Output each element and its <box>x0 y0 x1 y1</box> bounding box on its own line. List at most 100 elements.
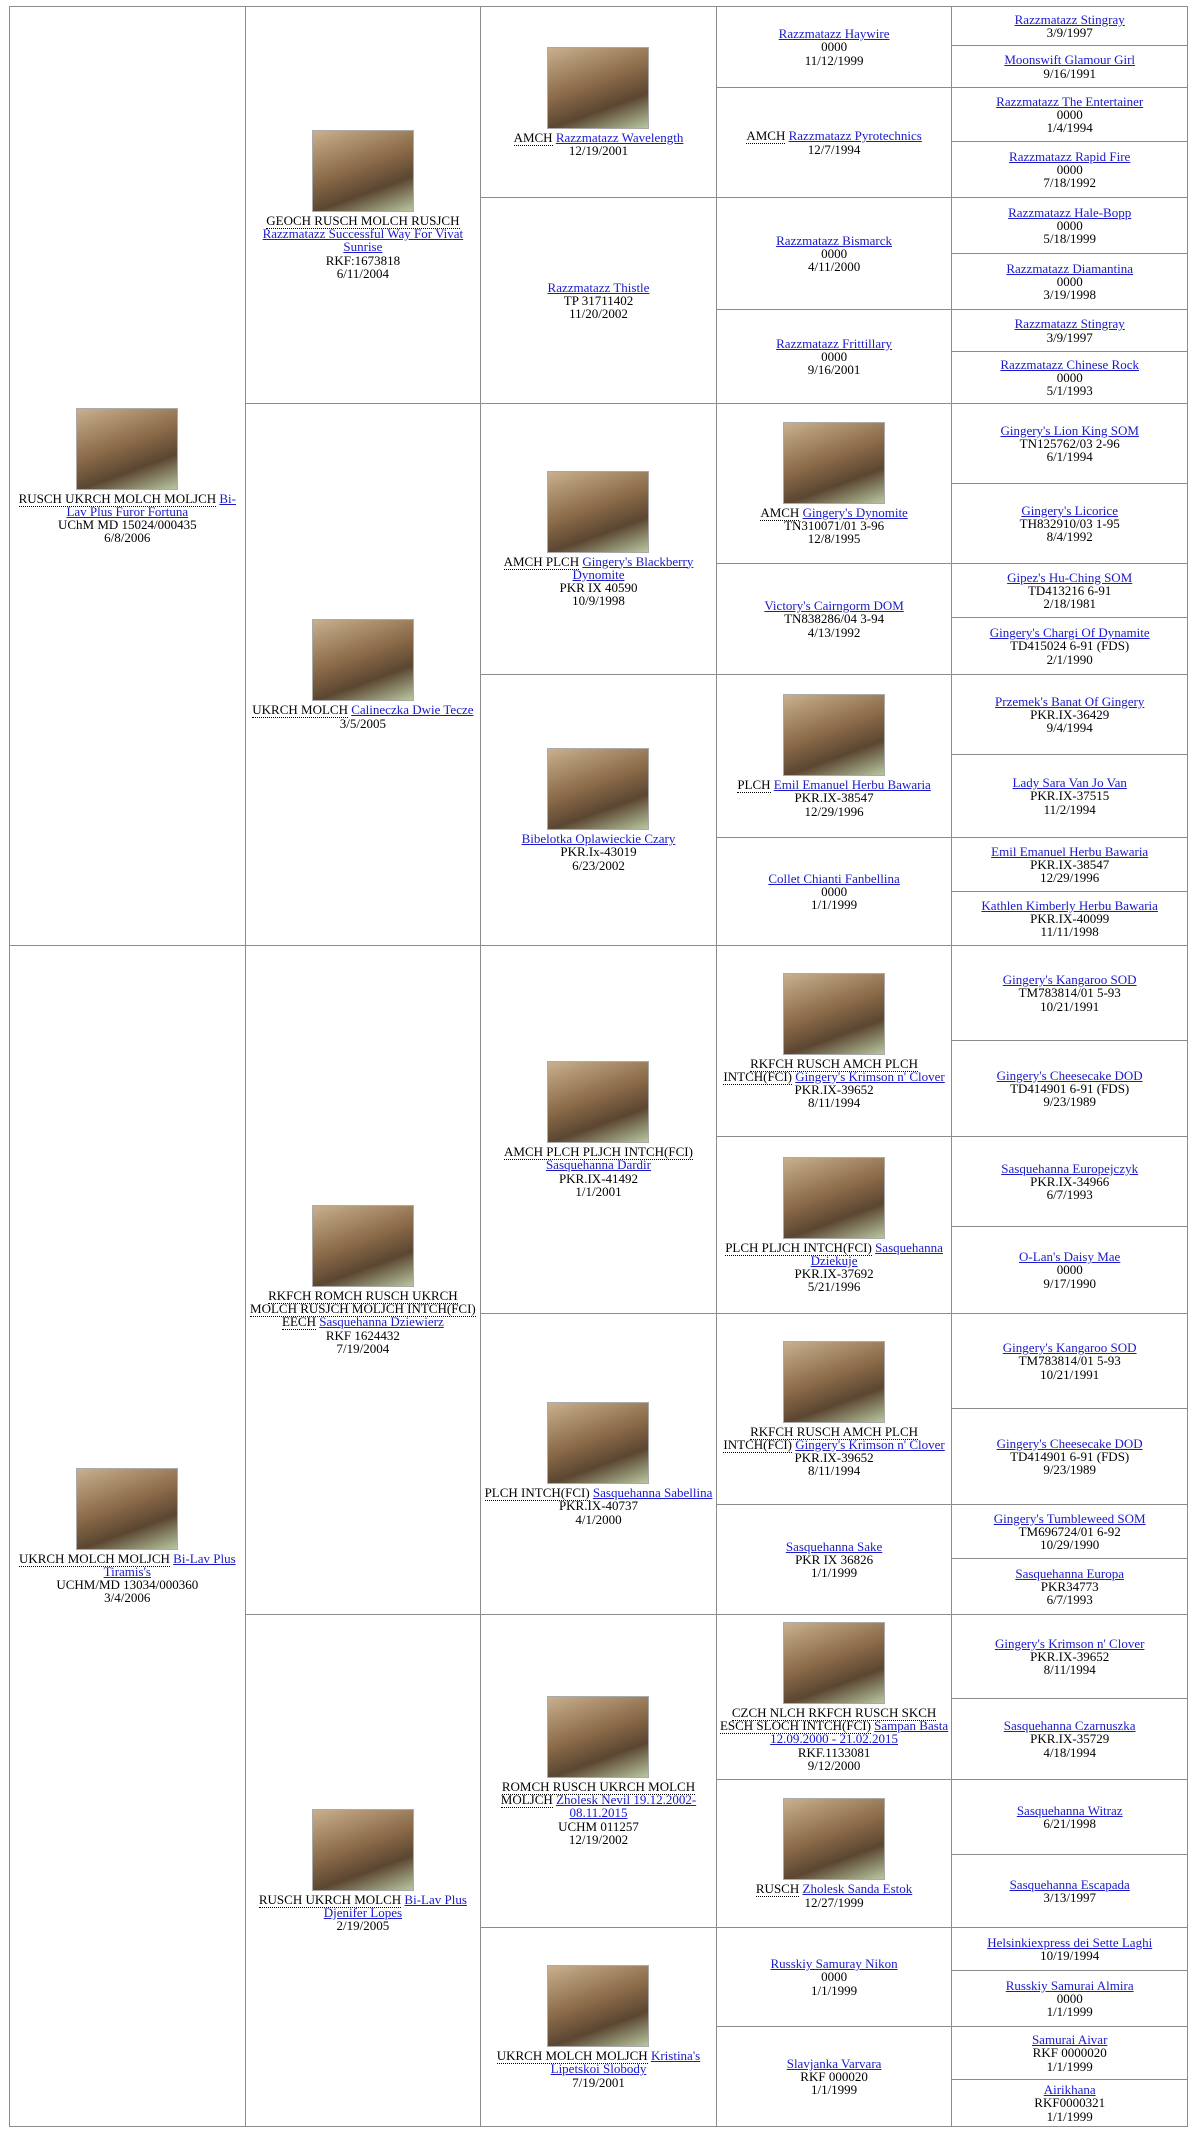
dog-name-link[interactable]: Lady Sara Van Jo Van <box>1012 775 1127 791</box>
dog-cell: UKRCH MOLCH MOLJCH Kristina's Lipetskoi … <box>480 1927 717 2127</box>
dog-name-link[interactable]: Sasquehanna Dardir <box>545 1157 652 1173</box>
dog-name-link[interactable]: Calineczka Dwie Tecze <box>351 702 474 718</box>
dog-name-link[interactable]: Sasquehanna Czarnuszka <box>1003 1718 1136 1734</box>
dog-name-link[interactable]: Gingery's Dynomite <box>802 504 908 520</box>
dog-photo <box>547 748 650 831</box>
dog-name-link[interactable]: Gingery's Cheesecake DOD <box>996 1435 1143 1451</box>
dog-cell: Razzmatazz Chinese Rock 0000 5/1/1993 <box>951 351 1188 404</box>
dog-reg: 0000 <box>1056 161 1083 177</box>
dog-name-link[interactable]: Gingery's Kangaroo SOD <box>1002 1340 1137 1356</box>
dog-titles: RKFCH RUSCH AMCH PLCH INTCH(FCI) <box>723 1423 919 1453</box>
dog-name-link[interactable]: Razzmatazz Haywire <box>778 26 890 42</box>
dog-cell: Bibelotka Oplawieckie Czary PKR.Ix-43019 6… <box>480 674 717 946</box>
dog-cell: Razzmatazz Frittillary 0000 9/16/2001 <box>715 309 953 404</box>
dog-name-link[interactable]: Zholesk Nevil 19.12.2002-08.11.2015 <box>556 1792 697 1821</box>
dog-cell: Gingery's Cheesecake DOD TD414901 6-91 (F… <box>951 1408 1188 1505</box>
dog-name-link[interactable]: Razzmatazz Frittillary <box>776 335 893 351</box>
dog-name-link[interactable]: Gingery's Chargi Of Dynamite <box>989 625 1150 641</box>
dog-name-link[interactable]: Airikhana <box>1043 2082 1096 2098</box>
dog-date: 4/1/2000 <box>575 1511 622 1527</box>
dog-name-link[interactable]: Sasquehanna Europa <box>1015 1565 1125 1581</box>
dog-name-link[interactable]: Bibelotka Oplawieckie Czary <box>521 831 676 847</box>
dog-name-link[interactable]: Razzmatazz Successful Way For Vivat Sunr… <box>262 226 464 255</box>
dog-name-link[interactable]: Razzmatazz Stingray <box>1014 316 1125 332</box>
dog-date: 8/11/1994 <box>1043 1662 1096 1678</box>
dog-name-link[interactable]: Sasquehanna Sake <box>785 1538 883 1554</box>
dog-date: 8/11/1994 <box>807 1095 861 1111</box>
dog-cell: AMCH PLCH Gingery's Blackberry Dynomite P… <box>480 403 717 675</box>
dog-date: 9/23/1989 <box>1043 1094 1097 1110</box>
dog-reg: RKF0000321 <box>1034 2095 1106 2111</box>
dog-date: 11/2/1994 <box>1043 801 1096 817</box>
dog-name-link[interactable]: Victory's Cairngorm DOM <box>764 598 904 614</box>
dog-name-link[interactable]: Gingery's Tumbleweed SOM <box>993 1510 1146 1526</box>
dog-cell: Gingery's Chargi Of Dynamite TD415024 6-9… <box>951 617 1188 675</box>
dog-reg: TD414901 6-91 (FDS) <box>1010 1448 1130 1464</box>
dog-name-link[interactable]: Razzmatazz Diamantina <box>1006 260 1134 276</box>
dog-name-link[interactable]: Emil Emanuel Herbu Bawaria <box>991 843 1149 859</box>
dog-name-link[interactable]: Russkiy Samurai Almira <box>1005 1977 1134 1993</box>
dog-name-link[interactable]: Bi-Lav Plus Tiramis's <box>103 1550 236 1579</box>
dog-name-link[interactable]: Razzmatazz Wavelength <box>555 129 684 145</box>
dog-name-link[interactable]: Sampan Basta 12.09.2000 - 21.02.2015 <box>770 1718 949 1747</box>
dog-name-link[interactable]: Razzmatazz Hale-Bopp <box>1008 204 1132 220</box>
dog-name-link[interactable]: Gingery's Lion King SOM <box>1000 422 1139 438</box>
dog-name-link[interactable]: Razzmatazz Pyrotechnics <box>788 128 922 144</box>
dog-name-link[interactable]: Sasquehanna Dziewierz <box>319 1314 444 1330</box>
dog-name-link[interactable]: Gingery's Cheesecake DOD <box>996 1067 1143 1083</box>
dog-name-link[interactable]: Gingery's Licorice <box>1021 502 1118 518</box>
dog-name-link[interactable]: Sasquehanna Escapada <box>1009 1876 1130 1892</box>
dog-name-link[interactable]: Razzmatazz Stingray <box>1014 11 1125 27</box>
dog-cell: Samurai Aivar RKF 0000020 1/1/1999 <box>951 2026 1188 2080</box>
dog-name-link[interactable]: Sasquehanna Dziekuje <box>810 1239 943 1268</box>
dog-name-link[interactable]: Sasquehanna Sabellina <box>592 1485 713 1501</box>
dog-date: 4/18/1994 <box>1043 1744 1097 1760</box>
dog-name-link[interactable]: Bi-Lav Plus Furor Fortuna <box>66 490 237 519</box>
dog-cell: Sasquehanna Europejczyk PKR.IX-34966 6/7/1… <box>951 1136 1188 1227</box>
dog-photo <box>547 1695 650 1778</box>
dog-name-link[interactable]: Sasquehanna Europejczyk <box>1001 1160 1139 1176</box>
dog-name-link[interactable]: Kathlen Kimberly Herbu Bawaria <box>981 897 1158 913</box>
dog-date: 1/1/1999 <box>810 1982 858 1998</box>
dog-name-link[interactable]: Kristina's Lipetskoi Slobody <box>550 2048 701 2077</box>
dog-titles: CZCH NLCH RKFCH RUSCH SKCH ESCH SLOCH IN… <box>719 1704 937 1735</box>
dog-reg: TP 31711402 <box>563 292 634 308</box>
dog-name-link[interactable]: Przemek's Banat Of Gingery <box>995 693 1145 709</box>
dog-name-link[interactable]: Samurai Aivar <box>1031 2032 1108 2048</box>
dog-reg: UCHM/MD 13034/000360 <box>56 1577 199 1592</box>
dog-name-link[interactable]: Gingery's Blackberry Dynomite <box>572 553 694 582</box>
dog-cell: AMCH PLCH PLJCH INTCH(FCI) Sasquehanna D… <box>480 945 717 1314</box>
dog-reg: RKF 1624432 <box>325 1327 400 1343</box>
dog-name-link[interactable]: Sasquehanna Witraz <box>1016 1802 1123 1818</box>
dog-name-link[interactable]: Razzmatazz The Entertainer <box>996 93 1144 109</box>
dog-name-link[interactable]: Moonswift Glamour Girl <box>1004 52 1136 68</box>
dog-date: 12/29/1996 <box>804 803 864 819</box>
dog-name-link[interactable]: O-Lan's Daisy Mae <box>1019 1249 1121 1265</box>
row: Victory's Cairngorm DOM TN838286/04 3-94 4… <box>10 563 1188 675</box>
dog-name-link[interactable]: Zholesk Sanda Estok <box>802 1881 913 1897</box>
dog-name-link[interactable]: Collet Chianti Fanbellina <box>768 870 900 886</box>
dog-name-link[interactable]: Emil Emanuel Herbu Bawaria <box>773 777 931 793</box>
dog-date: 6/23/2002 <box>572 857 625 873</box>
dog-reg: PKR.IX-39652 <box>794 1450 874 1465</box>
dog-name-link[interactable]: Gingery's Krimson n' Clover <box>795 1068 945 1084</box>
dog-name-link[interactable]: Razzmatazz Rapid Fire <box>1009 148 1131 164</box>
dog-cell: PLCH PLJCH INTCH(FCI) Sasquehanna Dzieku… <box>715 1136 953 1314</box>
dog-name-link[interactable]: Razzmatazz Chinese Rock <box>1000 356 1139 372</box>
dog-cell: Gingery's Cheesecake DOD TD414901 6-91 (F… <box>951 1040 1188 1137</box>
dog-date: 3/9/1997 <box>1046 25 1093 40</box>
dog-name-link[interactable]: Gipez's Hu-Ching SOM <box>1007 569 1133 585</box>
dog-name-link[interactable]: Russkiy Samuray Nikon <box>770 1956 898 1972</box>
dog-name-link[interactable]: Razzmatazz Thistle <box>547 279 650 295</box>
dog-name-link[interactable]: Gingery's Krimson n' Clover <box>994 1635 1145 1651</box>
dog-name-link[interactable]: Helsinkiexpress dei Sette Laghi <box>987 1934 1153 1950</box>
dog-name-link[interactable]: Slavjanka Varvara <box>786 2055 882 2071</box>
dog-reg: RKF 0000020 <box>1032 2045 1107 2061</box>
dog-cell: Russkiy Samurai Almira 0000 1/1/1999 <box>951 1970 1188 2027</box>
dog-name-link[interactable]: Bi-Lav Plus Djenifer Lopes <box>323 1891 467 1920</box>
dog-name-link[interactable]: Razzmatazz Bismarck <box>776 232 892 248</box>
dog-name-link[interactable]: Gingery's Kangaroo SOD <box>1002 972 1137 988</box>
dog-reg: TN125762/03 2-96 <box>1019 435 1120 451</box>
dog-name-link[interactable]: Gingery's Krimson n' Clover <box>795 1436 945 1452</box>
dog-photo <box>783 421 886 504</box>
